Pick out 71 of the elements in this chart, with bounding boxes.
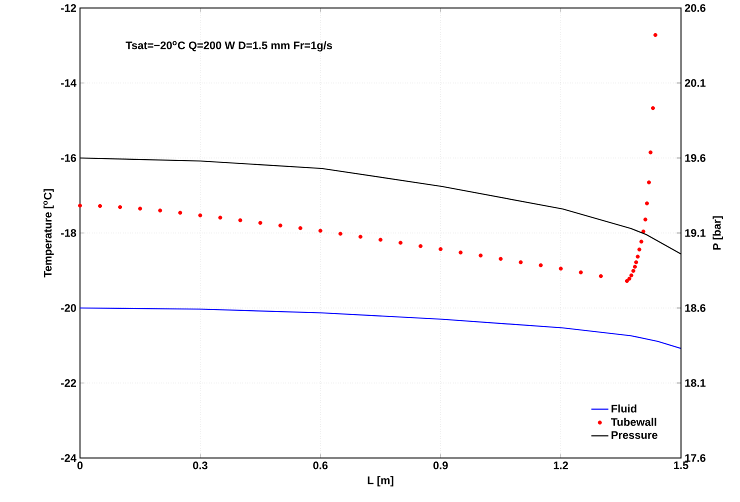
y-tick-label: -12 [61, 4, 76, 12]
x-tick-label: 1.2 [554, 462, 568, 470]
point [629, 273, 634, 278]
point [650, 106, 655, 110]
point [578, 270, 583, 274]
point [644, 201, 649, 206]
point [598, 274, 603, 278]
point [158, 208, 162, 212]
y2-tick-label: 18.6 [685, 304, 706, 312]
y2-tick-label: 18.1 [685, 379, 706, 387]
point [653, 33, 658, 37]
point [637, 248, 642, 252]
point [632, 264, 637, 269]
y2-axis-title: P [bar] [712, 216, 723, 250]
point [98, 204, 102, 208]
point [258, 220, 262, 225]
y2-tick-label: 20.1 [684, 79, 706, 87]
point [398, 240, 403, 245]
point [318, 228, 322, 233]
point [641, 230, 646, 234]
point [378, 238, 382, 242]
point [648, 150, 653, 154]
point [634, 260, 638, 264]
x-tick-label: 1.5 [674, 462, 688, 470]
y-tick-label: -20 [61, 304, 76, 312]
legend-label: Fluid [612, 404, 636, 412]
point [631, 268, 636, 273]
point [238, 218, 242, 222]
point [338, 232, 342, 236]
point [639, 240, 644, 244]
y-tick-label: -22 [61, 379, 76, 387]
y-tick-label: -24 [61, 454, 76, 462]
point [278, 224, 282, 228]
point [138, 206, 142, 211]
x-axis-title: L [m] [368, 476, 394, 486]
x-tick-label: 0.3 [193, 462, 208, 470]
point [438, 247, 443, 252]
x-tick-label: 0.9 [433, 462, 448, 470]
point [298, 226, 302, 230]
point [624, 279, 629, 283]
y2-tick-label: 20.6 [684, 4, 706, 12]
y-axis-title: Temperature [$^{o}$C] [43, 189, 54, 278]
point [558, 266, 563, 271]
legend-label: Pressure [612, 431, 658, 439]
y2-tick-label: 19.6 [685, 154, 706, 162]
point [627, 276, 632, 281]
point [498, 256, 503, 261]
legend-label: Tubewall [611, 418, 656, 426]
point [458, 250, 463, 254]
point [478, 254, 483, 258]
y-tick-label: -16 [61, 154, 76, 162]
point [178, 210, 182, 215]
point [118, 205, 122, 210]
point [218, 216, 222, 220]
point [198, 213, 202, 218]
point [646, 180, 651, 184]
x-tick-label: 0 [77, 462, 83, 470]
y2-tick-label: 19.1 [685, 229, 706, 237]
point [358, 234, 362, 239]
point [643, 218, 648, 222]
line-series [80, 307, 682, 350]
point [518, 260, 523, 264]
point [636, 254, 640, 259]
x-tick-label: 0.6 [313, 462, 328, 470]
y-tick-label: -18 [61, 229, 76, 237]
annotation: Tsat=−20$^{o}$C Q=200 W D=1.5 mm Fr=1g/s [126, 41, 332, 52]
y-tick-label: -14 [61, 79, 76, 87]
point [78, 204, 82, 208]
point [538, 263, 543, 268]
point [418, 244, 423, 248]
y2-tick-label: 17.6 [685, 454, 706, 462]
